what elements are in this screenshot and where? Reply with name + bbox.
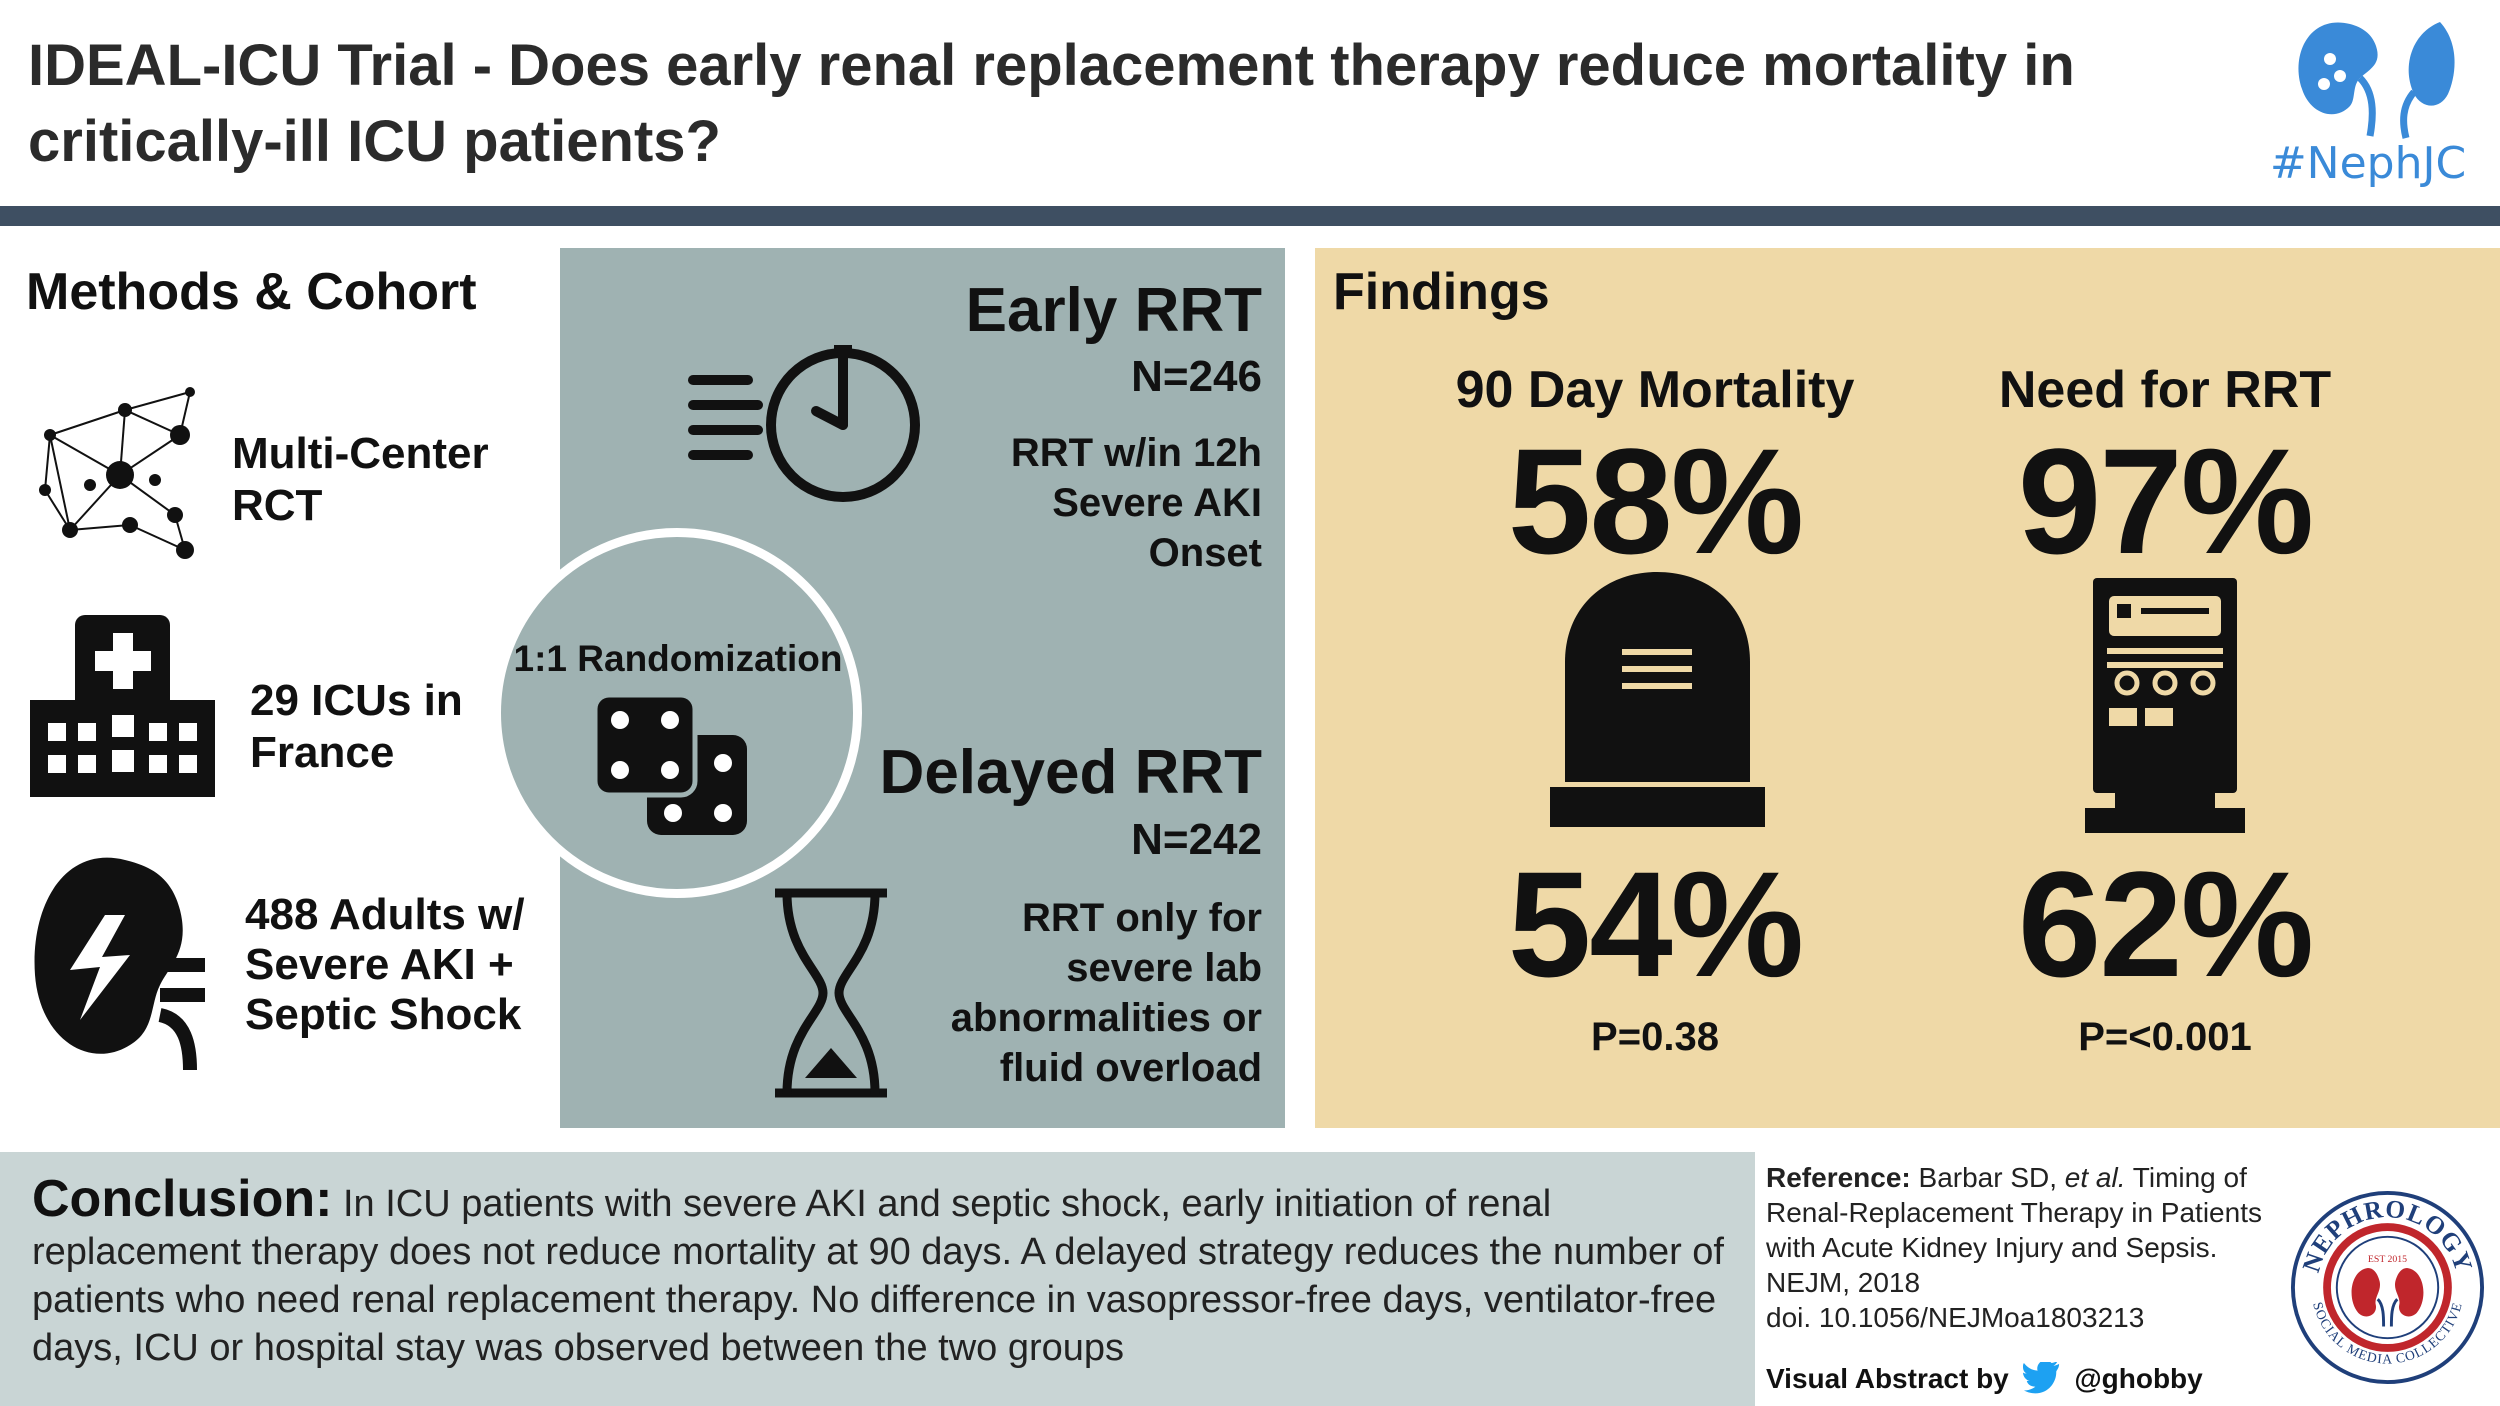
page-title: IDEAL-ICU Trial - Does early renal repla… bbox=[28, 33, 2075, 174]
need-rrt-early-value: 97% bbox=[2017, 417, 2314, 585]
early-rrt-description: RRT w/in 12h Severe AKI Onset bbox=[1010, 431, 1262, 575]
conclusion-label: Conclusion: bbox=[32, 1170, 333, 1228]
tombstone-icon bbox=[1550, 572, 1765, 827]
findings-heading: Findings bbox=[1333, 263, 1550, 321]
credit-label: Visual Abstract by bbox=[1766, 1363, 2009, 1394]
need-rrt-delayed-value: 62% bbox=[2017, 840, 2314, 1008]
dialysis-machine-icon bbox=[2085, 578, 2245, 833]
conclusion-panel bbox=[0, 1152, 1755, 1406]
mortality-p-value: P=0.38 bbox=[1591, 1015, 1719, 1059]
need-rrt-p-value: P=<0.001 bbox=[2078, 1015, 2252, 1059]
reference-journal: NEJM, 2018 bbox=[1766, 1267, 1921, 1298]
dice-icon bbox=[595, 695, 747, 835]
method-item-1: Multi-Center RCT bbox=[232, 429, 489, 530]
findings-panel bbox=[1315, 248, 2500, 1128]
credit-handle: @ghobby bbox=[2074, 1363, 2203, 1394]
stopwatch-icon bbox=[688, 345, 920, 502]
hourglass-icon bbox=[775, 888, 887, 1098]
mortality-early-value: 58% bbox=[1507, 417, 1804, 585]
title-divider-bar bbox=[0, 206, 2500, 226]
method-item-2: 29 ICUs in France bbox=[250, 676, 463, 777]
nephjc-tag: #NephJC bbox=[2269, 138, 2467, 189]
method-item-3: 488 Adults w/ Severe AKI + Septic Shock bbox=[245, 890, 525, 1039]
early-rrt-n: N=246 bbox=[1131, 352, 1262, 401]
randomization-label: 1:1 Randomization bbox=[513, 638, 843, 679]
reference-label: Reference: bbox=[1766, 1162, 1911, 1193]
seal-est-text: EST 2015 bbox=[2368, 1254, 2407, 1265]
twitter-icon bbox=[2022, 1360, 2059, 1394]
reference-et-al: et al. bbox=[2064, 1162, 2126, 1193]
reference-doi: doi. 10.1056/NEJMoa1803213 bbox=[1766, 1302, 2145, 1333]
nephjc-kidney-logo-icon bbox=[2298, 22, 2455, 139]
need-rrt-label: Need for RRT bbox=[1998, 361, 2332, 419]
reference-authors: Barbar SD, bbox=[1918, 1162, 2058, 1193]
network-icon bbox=[39, 387, 195, 559]
delayed-rrt-heading: Delayed RRT bbox=[879, 738, 1262, 807]
nephrology-smc-seal-logo: NEPHROLOGY SOCIAL MEDIA COLLECTIVE EST 2… bbox=[2290, 1190, 2485, 1385]
conclusion-text: In ICU patients with severe AKI and sept… bbox=[32, 1183, 1724, 1369]
reference-title: Timing of Renal-Replacement Therapy in P… bbox=[1766, 1162, 2262, 1263]
reference-block: Reference: Barbar SD, et al. Timing of R… bbox=[1766, 1160, 2306, 1335]
early-rrt-heading: Early RRT bbox=[965, 276, 1262, 345]
delayed-rrt-n: N=242 bbox=[1131, 815, 1262, 864]
conclusion-block: Conclusion: In ICU patients with severe … bbox=[32, 1173, 1732, 1372]
methods-heading: Methods & Cohort bbox=[26, 263, 477, 321]
mortality-label: 90 Day Mortality bbox=[1455, 361, 1855, 419]
hospital-icon bbox=[30, 615, 215, 797]
credit-line: Visual Abstract by @ghobby bbox=[1766, 1360, 2203, 1395]
kidney-icon bbox=[34, 857, 205, 1070]
mortality-delayed-value: 54% bbox=[1507, 840, 1804, 1008]
delayed-rrt-description: RRT only for severe lab abnormalities or… bbox=[950, 896, 1262, 1090]
